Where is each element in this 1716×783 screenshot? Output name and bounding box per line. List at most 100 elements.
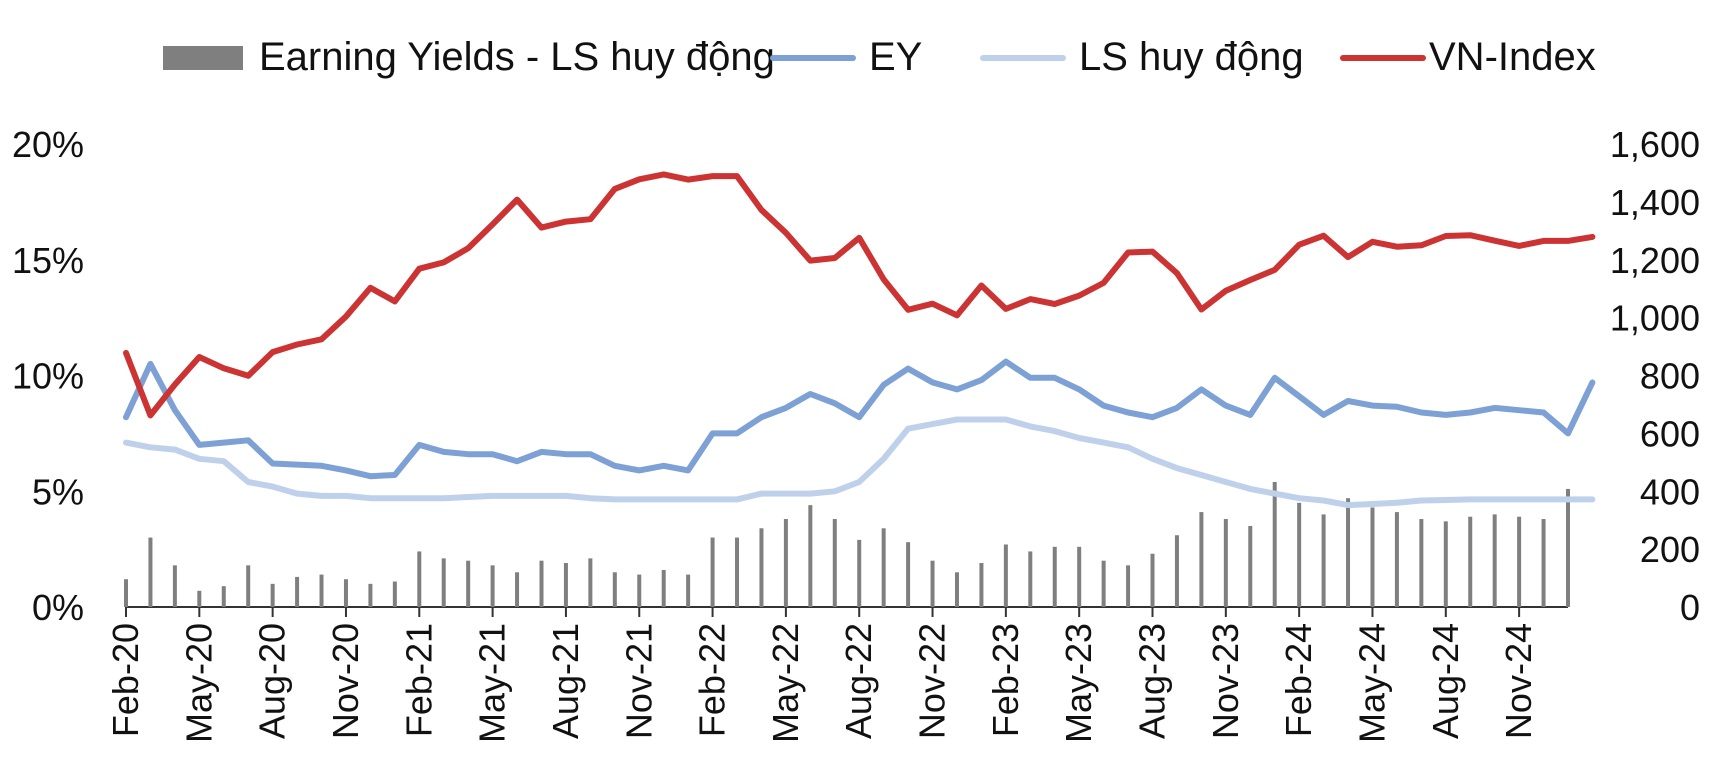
bar xyxy=(1199,512,1204,607)
bar xyxy=(710,537,715,607)
line-ls-huy-ng xyxy=(123,416,1596,509)
bar xyxy=(1126,565,1131,607)
left-axis-tick-label: 5% xyxy=(32,471,84,512)
bar xyxy=(148,537,153,607)
legend-label-ls-huy-dong: LS huy động xyxy=(1079,35,1304,79)
bar xyxy=(588,558,593,607)
legend-swatch-earning-yields xyxy=(163,46,243,70)
right-axis-tick-label: 1,600 xyxy=(1610,124,1700,165)
bar xyxy=(124,579,128,607)
x-axis-tick-label: May-21 xyxy=(472,623,513,743)
bar xyxy=(1101,560,1106,607)
left-axis-tick-label: 15% xyxy=(12,240,84,281)
line-ey xyxy=(123,358,1596,480)
bar xyxy=(1297,502,1302,607)
bar xyxy=(1346,498,1351,607)
bar xyxy=(1003,544,1008,607)
x-axis-tick-label: Nov-20 xyxy=(325,623,366,739)
right-axis: 0 200 400 600 800 1,000 1,200 1,400 1,600 xyxy=(1610,124,1700,628)
bar xyxy=(637,574,642,607)
x-axis-tick-label: Feb-21 xyxy=(398,623,439,737)
left-axis-tick-label: 10% xyxy=(12,356,84,397)
bar xyxy=(1517,516,1522,607)
bar xyxy=(832,519,837,607)
legend-label-vn-index: VN-Index xyxy=(1429,35,1596,79)
x-axis-tick-label: Aug-23 xyxy=(1132,623,1173,739)
x-axis-tick-label: Nov-23 xyxy=(1205,623,1246,739)
bar xyxy=(270,583,275,607)
bar xyxy=(343,579,348,607)
bar xyxy=(417,551,422,607)
bar xyxy=(441,558,446,607)
bar xyxy=(515,572,520,607)
x-axis-tick-label: Nov-21 xyxy=(618,623,659,739)
bar xyxy=(466,560,471,607)
bar xyxy=(1321,514,1326,607)
bar xyxy=(612,572,617,607)
bar-series-earning-yields xyxy=(124,481,1570,607)
legend-label-earning-yields: Earning Yields - LS huy động xyxy=(259,35,775,79)
x-axis-tick-label: Feb-22 xyxy=(692,623,733,737)
bar xyxy=(1223,519,1228,607)
right-axis-tick-label: 1,400 xyxy=(1610,182,1700,223)
right-axis-tick-label: 1,000 xyxy=(1610,298,1700,339)
bar xyxy=(1150,553,1155,607)
right-axis-tick-label: 600 xyxy=(1640,413,1700,454)
left-axis: 0% 5% 10% 15% 20% xyxy=(12,124,84,628)
bar xyxy=(392,581,397,607)
x-axis-tick-label: May-22 xyxy=(765,623,806,743)
bar xyxy=(759,528,764,607)
bar xyxy=(1419,519,1424,607)
bar xyxy=(906,542,911,607)
x-axis-tick-label: Aug-20 xyxy=(252,623,293,739)
bar xyxy=(295,576,300,607)
bar xyxy=(319,574,324,607)
x-axis-tick-label: Aug-22 xyxy=(838,623,879,739)
bar xyxy=(1028,551,1033,607)
x-axis-tick-label: May-23 xyxy=(1058,623,1099,743)
bar xyxy=(1468,516,1473,607)
legend-label-ey: EY xyxy=(869,35,922,79)
bar xyxy=(1443,521,1448,607)
bar xyxy=(954,572,959,607)
bar xyxy=(1174,535,1179,607)
bar xyxy=(661,569,666,607)
right-axis-tick-label: 400 xyxy=(1640,471,1700,512)
bar xyxy=(735,537,740,607)
right-axis-tick-label: 200 xyxy=(1640,529,1700,570)
bar xyxy=(857,539,862,607)
bar xyxy=(368,583,373,607)
bar xyxy=(1370,507,1375,607)
bar xyxy=(197,590,202,607)
line-vn-index xyxy=(123,171,1596,419)
bar xyxy=(808,505,813,607)
bar xyxy=(1394,512,1399,607)
bar xyxy=(783,519,788,607)
right-axis-tick-label: 1,200 xyxy=(1610,240,1700,281)
x-axis-tick-label: May-20 xyxy=(178,623,219,743)
bar xyxy=(686,574,691,607)
bar xyxy=(1272,481,1277,607)
bar xyxy=(221,586,226,607)
x-axis-tick-label: Feb-20 xyxy=(105,623,146,737)
right-axis-tick-label: 800 xyxy=(1640,356,1700,397)
right-axis-tick-label: 0 xyxy=(1680,587,1700,628)
x-axis-tick-label: Nov-24 xyxy=(1498,623,1539,739)
line-series xyxy=(123,171,1596,509)
left-axis-tick-label: 20% xyxy=(12,124,84,165)
bar xyxy=(881,528,886,607)
x-axis: Feb-20 May-20 Aug-20 Nov-20 Feb-21 May-21 Aug-… xyxy=(105,606,1568,743)
bar xyxy=(1566,488,1570,607)
x-axis-tick-label: Feb-23 xyxy=(985,623,1026,737)
bar xyxy=(539,560,544,607)
bar xyxy=(1541,519,1546,607)
legend: Earning Yields - LS huy động EY LS huy đ… xyxy=(163,35,1596,79)
x-axis-tick-label: May-24 xyxy=(1351,623,1392,743)
bar xyxy=(979,563,984,607)
x-axis-tick-label: Aug-24 xyxy=(1425,623,1466,739)
bar xyxy=(172,565,177,607)
bar xyxy=(930,560,935,607)
bar xyxy=(1077,546,1082,607)
bar xyxy=(1248,525,1253,607)
